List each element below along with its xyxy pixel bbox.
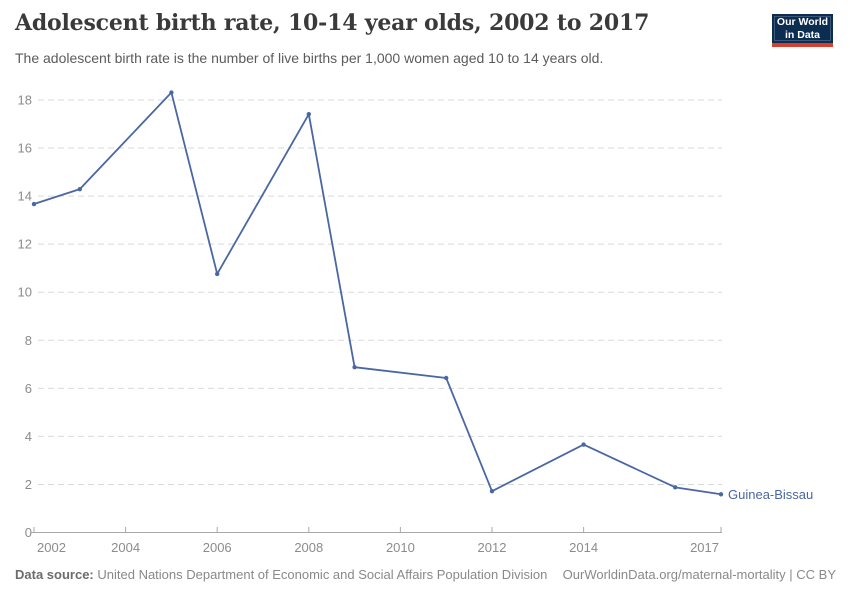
series-end-label: Guinea-Bissau xyxy=(728,487,813,502)
attribution-link[interactable]: OurWorldinData.org/maternal-mortality | … xyxy=(562,567,836,582)
data-source-note: Data source: United Nations Department o… xyxy=(15,567,547,582)
data-point[interactable] xyxy=(718,492,724,497)
y-tick-label: 14 xyxy=(18,189,32,204)
y-tick-label: 6 xyxy=(25,381,32,396)
data-source-value: United Nations Department of Economic an… xyxy=(97,567,548,582)
x-tick-label: 2004 xyxy=(111,540,140,555)
x-tick-label: 2012 xyxy=(478,540,507,555)
data-point[interactable] xyxy=(352,364,357,370)
data-point[interactable] xyxy=(489,488,495,494)
y-tick-label: 12 xyxy=(18,237,32,252)
data-point[interactable] xyxy=(77,186,83,192)
data-point[interactable] xyxy=(444,375,449,381)
data-point[interactable] xyxy=(215,271,220,277)
owid-logo[interactable]: Our World in Data xyxy=(772,14,833,47)
x-tick-label: 2010 xyxy=(386,540,415,555)
chart-subtitle: The adolescent birth rate is the number … xyxy=(15,50,604,66)
x-tick-label: 2006 xyxy=(203,540,232,555)
y-tick-label: 2 xyxy=(25,477,32,492)
owid-logo-frame: Our World in Data xyxy=(774,16,831,41)
data-point[interactable] xyxy=(581,442,586,447)
data-point[interactable] xyxy=(306,111,311,117)
y-tick-label: 16 xyxy=(18,141,32,156)
x-tick-label: 2014 xyxy=(569,540,598,555)
data-point[interactable] xyxy=(673,485,678,490)
y-tick-label: 0 xyxy=(25,525,32,540)
x-tick-label: 2017 xyxy=(690,540,719,555)
data-point[interactable] xyxy=(169,90,174,95)
x-tick-label: 2008 xyxy=(294,540,323,555)
y-tick-label: 8 xyxy=(25,333,32,348)
y-tick-label: 4 xyxy=(25,429,32,444)
y-tick-label: 18 xyxy=(18,93,32,108)
data-line[interactable] xyxy=(33,91,722,496)
owid-logo-line1: Our World xyxy=(776,16,829,29)
data-point[interactable] xyxy=(31,201,37,207)
x-tick-label: 2002 xyxy=(37,540,66,555)
line-chart-svg[interactable]: 0 2 4 6 8 10 12 14 16 18 2002 2004 2006 2008 2010 2012 2… xyxy=(0,82,850,560)
page-title: Adolescent birth rate, 10-14 year olds, … xyxy=(15,10,650,36)
owid-logo-line2: in Data xyxy=(784,28,820,41)
chart-footer: Data source: United Nations Department o… xyxy=(15,567,836,582)
y-tick-label: 10 xyxy=(18,285,32,300)
data-source-label: Data source: xyxy=(15,567,94,582)
